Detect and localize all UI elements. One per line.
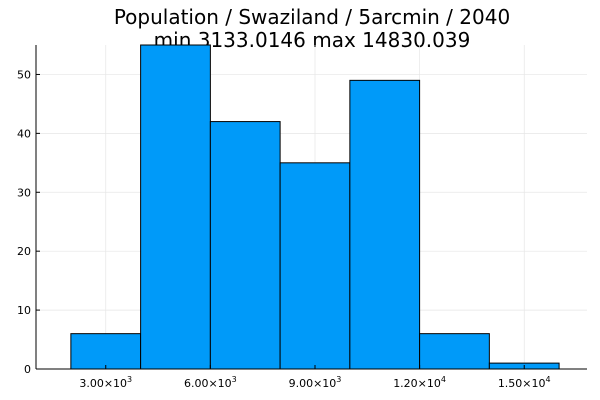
axis-layer [35, 45, 587, 370]
x-tick-label: 6.00×103 [184, 375, 237, 390]
y-tick-label: 20 [17, 245, 31, 258]
chart-title: Population / Swaziland / 5arcmin / 2040 [114, 5, 510, 29]
y-tick-label: 10 [17, 304, 31, 317]
histogram-bar [279, 162, 351, 370]
x-tick-label: 3.00×103 [79, 375, 132, 390]
bar-layer [70, 44, 560, 370]
histogram-bar [209, 121, 281, 370]
y-tick-label: 50 [17, 68, 31, 81]
x-tick-label: 9.00×103 [289, 375, 342, 390]
x-tick-label: 1.20×104 [393, 375, 446, 390]
histogram-bar [140, 44, 211, 370]
y-tick-label: 30 [17, 186, 31, 199]
histogram-bar [70, 333, 142, 370]
y-tick-label: 0 [24, 363, 31, 376]
histogram-bar [349, 79, 421, 370]
histogram-bar [419, 333, 490, 370]
y-tick-label: 40 [17, 127, 31, 140]
x-tick-label: 1.50×104 [498, 375, 551, 390]
x-tick-labels: 3.00×103 6.00×103 9.00×103 1.20×104 1.50×104 [79, 365, 551, 390]
y-tick-labels: 0 10 20 30 40 50 [17, 68, 40, 376]
